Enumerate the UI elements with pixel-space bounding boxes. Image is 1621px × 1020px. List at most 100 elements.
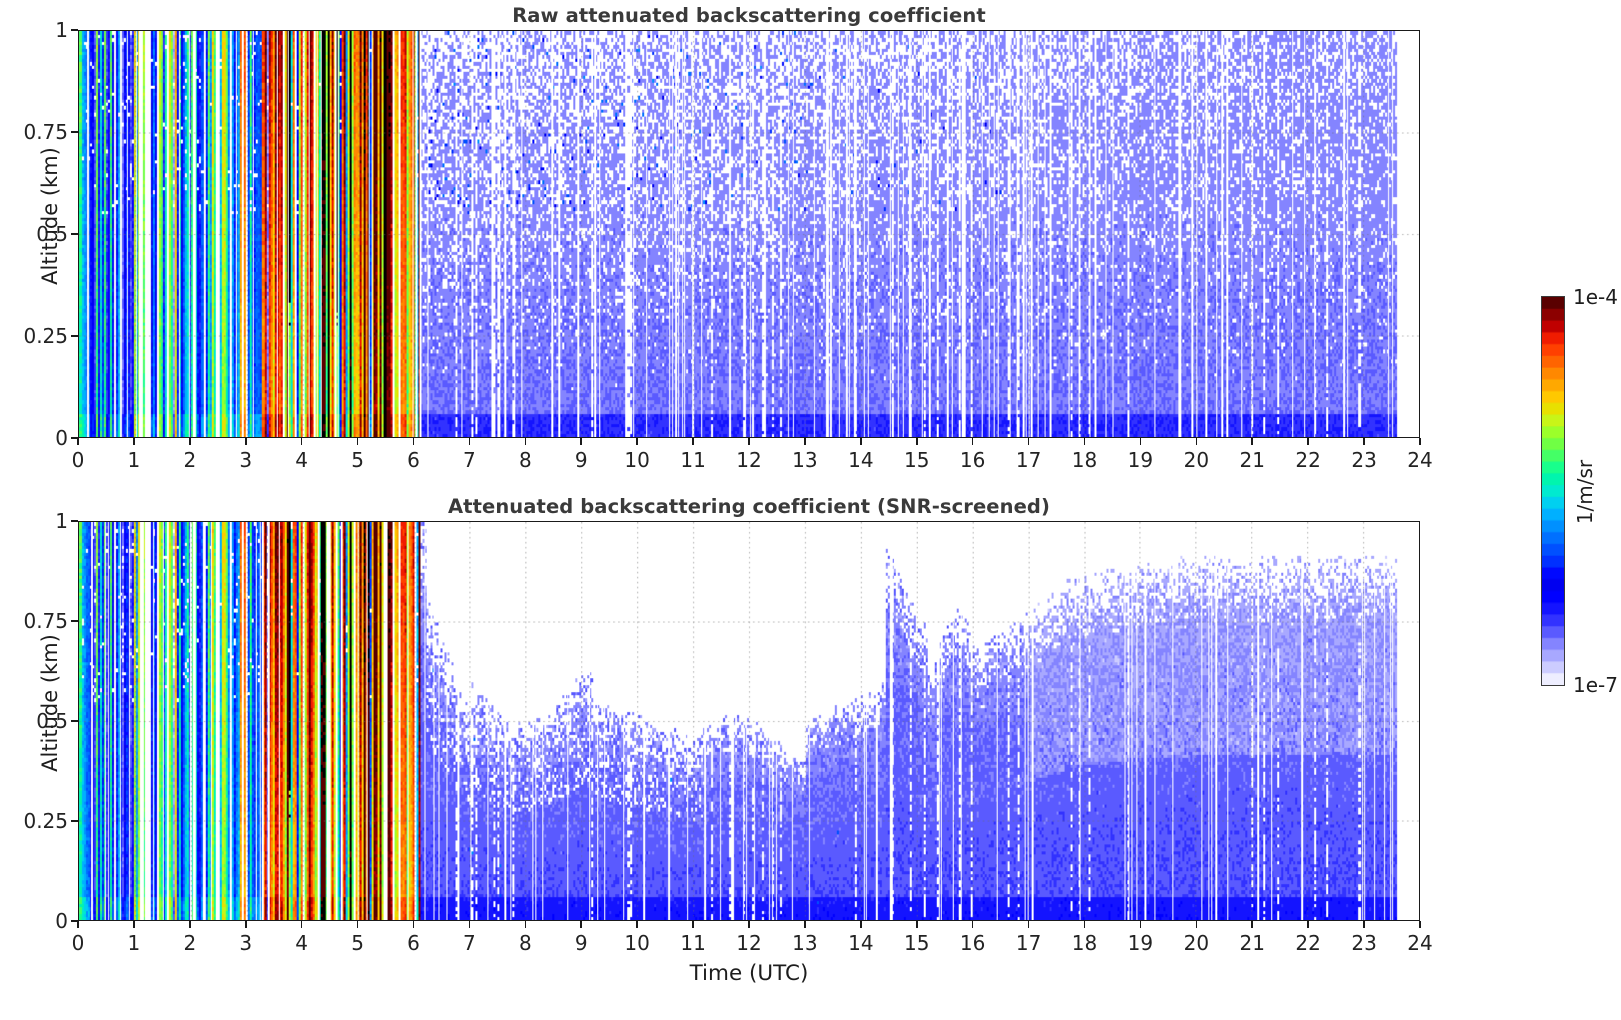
xtick-label: 0	[71, 448, 85, 472]
xtick-mark	[300, 921, 303, 928]
xtick-label: 3	[239, 448, 253, 472]
xtick-label: 13	[792, 448, 818, 472]
xtick-mark	[524, 438, 527, 445]
xtick-mark	[244, 438, 247, 445]
colorbar	[1541, 296, 1565, 686]
xtick-label: 13	[792, 931, 818, 955]
ytick-mark	[71, 620, 78, 622]
panel-raw-title: Raw attenuated backscattering coefficien…	[512, 4, 986, 27]
xtick-label: 16	[959, 931, 986, 955]
xtick-label: 7	[463, 931, 476, 955]
xtick-label: 5	[351, 448, 364, 472]
xtick-label: 9	[574, 931, 588, 955]
ytick-label: 0.25	[23, 324, 68, 348]
xtick-label: 2	[183, 931, 197, 955]
panel-screened-title: Attenuated backscattering coefficient (S…	[447, 495, 1051, 518]
xtick-mark	[915, 438, 918, 445]
xtick-mark	[468, 438, 471, 445]
panel-screened-ylabel: Altitude (km)	[38, 634, 62, 772]
panel-screened-frame	[78, 521, 1420, 921]
ytick-label: 0	[55, 426, 68, 450]
ytick-mark	[71, 437, 78, 439]
ytick-label: 0.75	[23, 609, 68, 633]
ytick-mark	[71, 29, 78, 31]
xtick-mark	[1027, 438, 1030, 445]
xtick-label: 12	[736, 931, 762, 955]
xtick-mark	[636, 921, 638, 928]
xtick-mark	[1195, 921, 1198, 928]
xtick-mark	[1419, 438, 1421, 445]
ytick-label: 0.25	[23, 809, 68, 833]
xtick-label: 5	[351, 931, 364, 955]
xtick-label: 11	[680, 448, 706, 472]
xtick-label: 19	[1127, 931, 1154, 955]
xtick-label: 22	[1295, 448, 1321, 472]
ytick-label: 0.75	[23, 120, 68, 144]
ytick-mark	[71, 131, 78, 133]
xtick-mark	[468, 921, 471, 928]
xtick-mark	[580, 438, 583, 445]
xtick-label: 2	[183, 448, 197, 472]
xtick-label: 0	[71, 931, 85, 955]
xtick-label: 23	[1351, 448, 1377, 472]
xtick-label: 24	[1407, 448, 1433, 472]
xtick-mark	[692, 921, 694, 928]
ytick-label: 1	[55, 509, 68, 533]
panel-screened: Attenuated backscattering coefficient (S…	[23, 495, 1432, 986]
xtick-mark	[244, 921, 247, 928]
xtick-label: 17	[1015, 931, 1042, 955]
xtick-mark	[412, 921, 415, 928]
xtick-label: 12	[736, 448, 762, 472]
xtick-label: 4	[295, 448, 309, 472]
xtick-label: 1	[127, 931, 141, 955]
xtick-mark	[692, 438, 694, 445]
xtick-mark	[636, 438, 638, 445]
colorbar-axis-label: 1/m/sr	[1573, 459, 1597, 525]
xtick-mark	[971, 438, 974, 445]
xtick-mark	[860, 438, 862, 445]
xtick-label: 18	[1071, 448, 1098, 472]
panel-raw-ylabel: Altitude (km)	[38, 147, 62, 285]
xtick-label: 8	[518, 448, 532, 472]
ytick-mark	[71, 520, 78, 522]
ytick-mark	[71, 233, 78, 235]
ytick-mark	[71, 820, 78, 822]
xtick-mark	[804, 921, 806, 928]
panel-screened-grid	[79, 522, 1419, 920]
xtick-label: 14	[848, 931, 874, 955]
xtick-label: 20	[1183, 448, 1210, 472]
xtick-mark	[412, 438, 415, 445]
xtick-label: 19	[1127, 448, 1154, 472]
xtick-label: 10	[624, 931, 650, 955]
xtick-label: 4	[295, 931, 309, 955]
xtick-mark	[1195, 438, 1198, 445]
xtick-label: 15	[904, 931, 930, 955]
xtick-mark	[77, 921, 79, 928]
xtick-label: 18	[1071, 931, 1098, 955]
xtick-mark	[971, 921, 974, 928]
xtick-mark	[915, 921, 918, 928]
xtick-mark	[748, 921, 750, 928]
ytick-label: 0.5	[36, 709, 68, 733]
panel-screened-xlabel: Time (UTC)	[689, 961, 809, 986]
xtick-label: 23	[1351, 931, 1377, 955]
xtick-mark	[189, 921, 191, 928]
xtick-mark	[1419, 921, 1421, 928]
xtick-mark	[1363, 438, 1365, 445]
xtick-label: 17	[1015, 448, 1042, 472]
xtick-label: 20	[1183, 931, 1210, 955]
colorbar-max-label: 1e-4	[1573, 285, 1618, 309]
xtick-label: 21	[1239, 448, 1265, 472]
xtick-mark	[356, 921, 359, 928]
xtick-mark	[1251, 921, 1254, 928]
xtick-label: 9	[574, 448, 588, 472]
colorbar-min-label: 1e-7	[1573, 673, 1618, 697]
panel-raw-grid	[79, 31, 1419, 437]
xtick-label: 16	[959, 448, 986, 472]
xtick-mark	[133, 921, 135, 928]
xtick-mark	[1251, 438, 1254, 445]
xtick-mark	[580, 921, 583, 928]
xtick-mark	[524, 921, 527, 928]
ytick-mark	[71, 335, 78, 337]
xtick-label: 7	[463, 448, 476, 472]
